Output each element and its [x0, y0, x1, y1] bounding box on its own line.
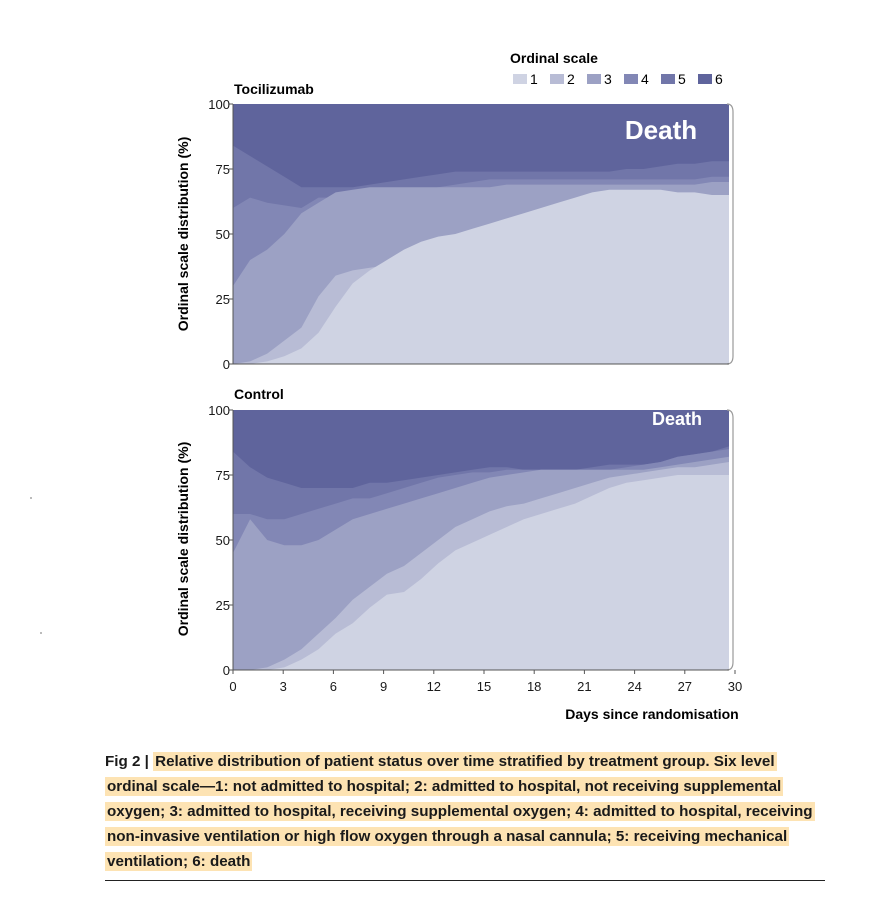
chart-panel-tocilizumab: Tocilizumab 0 25 50 75 100 Ordinal scale dis… [175, 81, 734, 372]
panel-title-tocilizumab: Tocilizumab [234, 81, 314, 97]
legend: Ordinal scale 1 2 3 4 5 6 [510, 50, 723, 87]
x-tick-label-6: 6 [330, 679, 337, 694]
legend-swatch-6 [698, 74, 712, 84]
legend-swatch-5 [661, 74, 675, 84]
y-axis-label-tocilizumab: Ordinal scale distribution (%) [175, 137, 191, 331]
y-tick-label-0: 0 [223, 357, 230, 372]
chart-panel-control: Control 0 25 50 75 100 0 3 6 9 12 15 18 21 24 27 30 Or… [175, 386, 742, 722]
panel-title-control: Control [234, 386, 284, 402]
x-tick-label-24: 24 [627, 679, 641, 694]
legend-label-3: 3 [604, 71, 612, 87]
area-series-1 [233, 475, 729, 670]
x-tick-label-30: 30 [728, 679, 742, 694]
legend-label-5: 5 [678, 71, 686, 87]
scan-speck [40, 632, 42, 634]
y-tick-label-25: 25 [216, 598, 230, 613]
caption-prefix: Fig 2 | [105, 753, 154, 770]
y-tick-label-100: 100 [208, 97, 230, 112]
y-tick-label-75: 75 [216, 468, 230, 483]
legend-swatch-3 [587, 74, 601, 84]
legend-label-4: 4 [641, 71, 649, 87]
legend-label-2: 2 [567, 71, 575, 87]
x-tick-label-18: 18 [527, 679, 541, 694]
caption-rule [105, 880, 825, 881]
legend-label-6: 6 [715, 71, 723, 87]
legend-label-1: 1 [530, 71, 538, 87]
y-tick-label-75: 75 [216, 162, 230, 177]
area-series-1 [233, 189, 729, 364]
legend-swatch-2 [550, 74, 564, 84]
x-tick-label-15: 15 [477, 679, 491, 694]
figure-caption: Fig 2 | Relative distribution of patient… [105, 749, 825, 874]
death-annotation-tocilizumab: Death [625, 115, 697, 145]
y-tick-label-0: 0 [223, 663, 230, 678]
plot-right-border [726, 103, 734, 365]
y-axis-label-control: Ordinal scale distribution (%) [175, 442, 191, 636]
legend-title: Ordinal scale [510, 50, 598, 66]
legend-swatch-1 [513, 74, 527, 84]
y-tick-label-25: 25 [216, 292, 230, 307]
x-tick-label-27: 27 [678, 679, 692, 694]
x-tick-label-12: 12 [427, 679, 441, 694]
scan-speck [30, 497, 32, 499]
x-axis-label: Days since randomisation [565, 706, 739, 722]
x-tick-label-21: 21 [577, 679, 591, 694]
death-annotation-control: Death [652, 409, 702, 429]
y-tick-label-50: 50 [216, 227, 230, 242]
y-tick-label-100: 100 [208, 403, 230, 418]
caption-text: Relative distribution of patient status … [105, 752, 815, 871]
x-tick-label-3: 3 [280, 679, 287, 694]
plot-right-border [726, 409, 734, 671]
x-tick-label-9: 9 [380, 679, 387, 694]
legend-swatch-4 [624, 74, 638, 84]
x-tick-label-0: 0 [229, 679, 236, 694]
y-tick-label-50: 50 [216, 533, 230, 548]
